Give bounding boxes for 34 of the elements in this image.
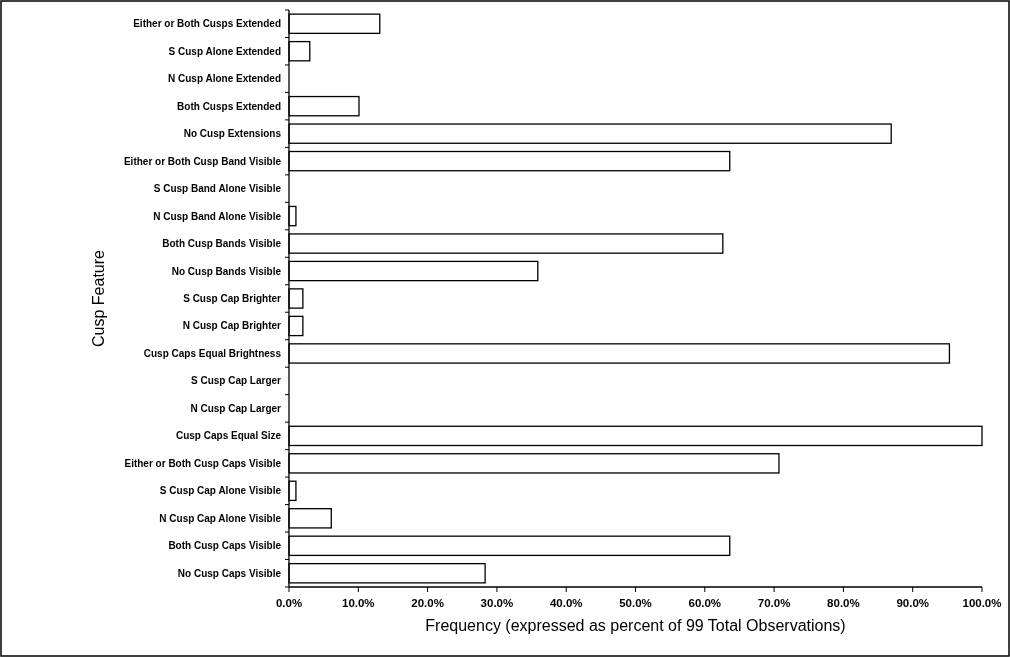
y-tick-label: S Cusp Cap Brighter <box>183 293 282 304</box>
x-tick-label: 100.0% <box>962 597 1002 609</box>
y-tick-label: N Cusp Alone Extended <box>168 73 281 85</box>
x-tick-label: 30.0% <box>480 597 514 609</box>
y-tick-label: S Cusp Alone Extended <box>168 45 281 57</box>
y-tick-label: N Cusp Cap Alone Visible <box>159 512 282 524</box>
y-tick-label: Either or Both Cusp Band Visible <box>123 155 282 167</box>
y-tick-label: No Cusp Bands Visible <box>171 265 282 277</box>
y-tick-label: Both Cusps Extended <box>177 100 281 112</box>
y-tick-label: S Cusp Cap Alone Visible <box>159 485 282 497</box>
x-tick-label: 40.0% <box>549 597 583 609</box>
x-tick-label: 10.0% <box>342 597 375 609</box>
x-tick-label: 90.0% <box>896 597 929 609</box>
x-tick-label: 0.0% <box>275 597 303 609</box>
y-tick-label: Either or Both Cusp Caps Visible <box>124 457 282 469</box>
y-tick-label: Cusp Caps Equal Size <box>175 430 282 442</box>
y-tick-label: Both Cusp Caps Visible <box>168 540 282 552</box>
x-tick-label: 20.0% <box>411 597 444 609</box>
x-axis-title: Frequency (expressed as percent of 99 Total Observations) <box>425 617 846 634</box>
y-tick-label: S Cusp Band Alone Visible <box>153 183 282 195</box>
y-tick-label: Either or Both Cusps Extended <box>133 18 281 30</box>
x-tick-label: 70.0% <box>757 597 791 609</box>
y-tick-label: Cusp Caps Equal Brightness <box>143 347 282 359</box>
x-tick-label: 60.0% <box>688 597 722 609</box>
y-tick-label: Both Cusp Bands Visible <box>162 238 282 250</box>
y-tick-label: S Cusp Cap Larger <box>190 375 282 387</box>
y-tick-label: N Cusp Cap Brighter <box>182 320 282 332</box>
y-axis-title: Cusp Feature <box>90 249 107 347</box>
y-tick-label: N Cusp Band Alone Visible <box>153 210 282 222</box>
y-tick-label: No Cusp Caps Visible <box>177 567 282 579</box>
x-tick-label: 50.0% <box>619 597 652 609</box>
y-tick-label: No Cusp Extensions <box>183 128 282 140</box>
y-tick-label: N Cusp Cap Larger <box>190 402 282 414</box>
x-tick-label: 80.0% <box>827 597 860 609</box>
